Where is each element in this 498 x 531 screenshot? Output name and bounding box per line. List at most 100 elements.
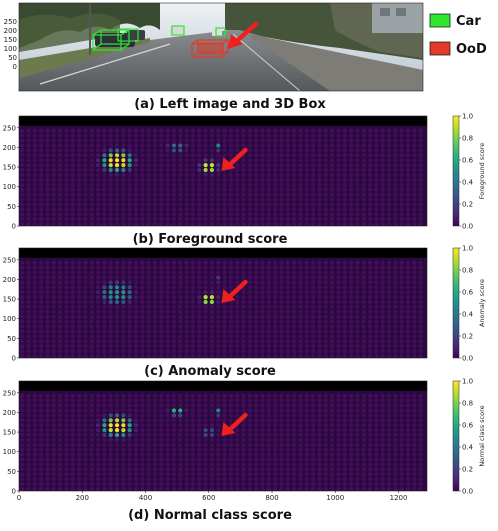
- score-point: [146, 299, 151, 305]
- score-point: [45, 452, 50, 457]
- score-point: [285, 304, 290, 310]
- score-point: [342, 319, 347, 324]
- score-point: [273, 275, 278, 280]
- score-point: [228, 442, 234, 447]
- score-point: [222, 482, 227, 487]
- score-point: [273, 398, 278, 403]
- score-point: [26, 437, 31, 443]
- score-point: [178, 329, 183, 334]
- score-point: [355, 158, 360, 163]
- score-point: [348, 221, 354, 227]
- score-point: [165, 260, 170, 265]
- score-point: [374, 428, 379, 433]
- score-point: [203, 353, 208, 359]
- score-point: [355, 217, 360, 222]
- score-point: [266, 413, 271, 418]
- score-point: [165, 275, 170, 280]
- score-point: [165, 418, 170, 423]
- score-point: [20, 344, 25, 349]
- score-point: [260, 143, 265, 148]
- score-point: [336, 319, 341, 324]
- score-point: [323, 133, 328, 138]
- score-point: [58, 447, 63, 452]
- score-point: [228, 221, 234, 227]
- score-point: [380, 482, 385, 487]
- score-point: [127, 319, 132, 324]
- score-point: [26, 486, 31, 492]
- score-point: [197, 432, 202, 438]
- score-point: [102, 329, 107, 334]
- score-point: [209, 334, 215, 339]
- score-point: [45, 148, 50, 153]
- score-point: [121, 423, 126, 428]
- score-point: [374, 353, 379, 359]
- score-point: [418, 457, 423, 462]
- score-point: [51, 212, 56, 217]
- score-point: [159, 398, 164, 403]
- score-point: [247, 344, 252, 349]
- score-point: [178, 270, 183, 275]
- score-point: [32, 472, 37, 477]
- score-point: [399, 324, 404, 329]
- score-point: [361, 349, 366, 354]
- score-point: [140, 221, 145, 227]
- score-point: [197, 207, 202, 212]
- score-point: [209, 349, 215, 354]
- score-point: [323, 403, 328, 408]
- score-point: [165, 403, 170, 408]
- score-point: [197, 221, 202, 227]
- score-point: [203, 477, 208, 482]
- score-point: [380, 428, 385, 433]
- score-point: [254, 442, 259, 447]
- score-point: [361, 418, 366, 423]
- score-point: [311, 398, 316, 403]
- score-point: [64, 423, 69, 428]
- colorbar-tick-label: 0.8: [462, 267, 473, 275]
- score-point: [159, 299, 164, 305]
- score-point: [171, 304, 177, 310]
- score-point: [361, 187, 366, 192]
- score-point: [228, 187, 234, 192]
- score-point: [95, 212, 101, 217]
- score-point: [203, 167, 208, 173]
- score-point: [374, 314, 379, 319]
- score-point: [190, 212, 196, 217]
- score-point: [247, 299, 252, 305]
- score-point: [355, 319, 360, 324]
- score-point: [285, 207, 290, 212]
- score-point: [108, 353, 113, 359]
- score-point: [190, 217, 196, 222]
- score-point: [58, 457, 63, 462]
- score-point: [159, 221, 164, 227]
- score-point: [374, 324, 379, 329]
- score-point: [114, 197, 120, 202]
- score-point: [273, 217, 278, 222]
- score-point: [254, 295, 259, 300]
- score-point: [108, 467, 113, 472]
- score-point: [247, 212, 252, 217]
- score-point: [336, 442, 341, 447]
- score-point: [152, 143, 158, 148]
- score-point: [222, 275, 227, 280]
- score-point: [20, 398, 25, 403]
- score-point: [304, 133, 309, 138]
- score-point: [348, 187, 354, 192]
- score-point: [89, 290, 94, 295]
- y-tick-label: 200: [3, 144, 16, 152]
- score-point: [361, 202, 366, 207]
- score-point: [330, 314, 335, 319]
- score-point: [393, 457, 398, 462]
- score-point: [342, 467, 347, 472]
- score-point: [399, 314, 404, 319]
- score-point: [279, 197, 284, 202]
- score-point: [76, 304, 82, 310]
- score-point: [152, 442, 158, 447]
- score-point: [336, 148, 341, 153]
- score-point: [279, 314, 284, 319]
- score-point: [266, 428, 271, 433]
- score-point: [152, 329, 158, 334]
- score-point: [26, 339, 31, 344]
- score-point: [405, 197, 411, 202]
- score-point: [152, 217, 158, 222]
- score-point: [273, 344, 278, 349]
